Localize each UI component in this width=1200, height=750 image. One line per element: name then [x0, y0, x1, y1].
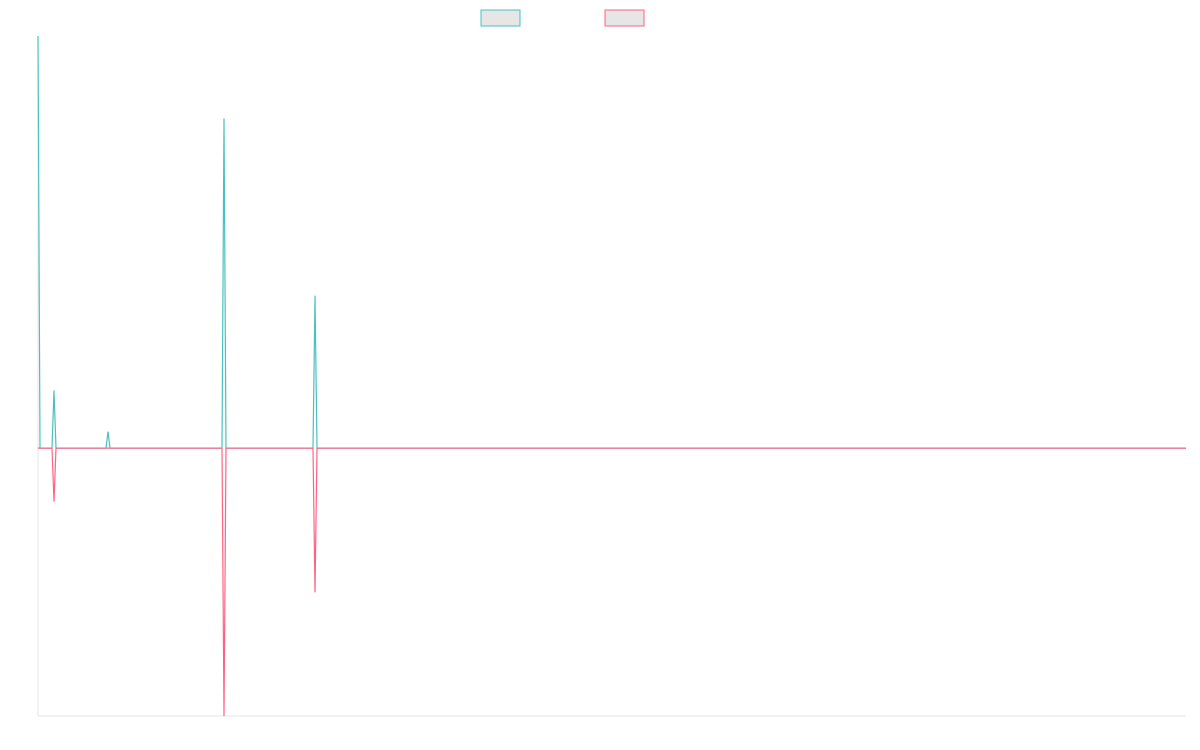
- series-line: [38, 447, 1186, 717]
- legend-swatch: [480, 9, 521, 27]
- legend-swatch: [604, 9, 645, 27]
- series-line: [37, 35, 1186, 449]
